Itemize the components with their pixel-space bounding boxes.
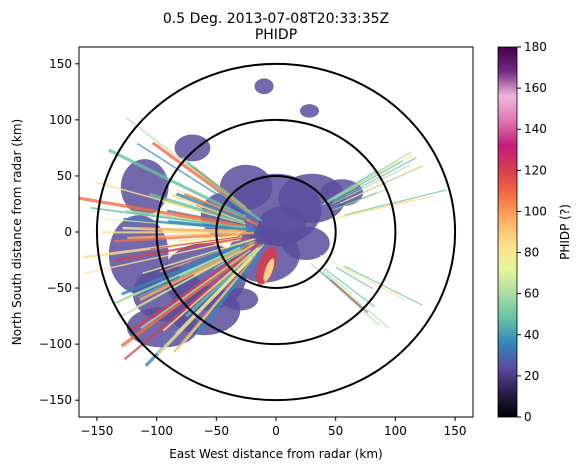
chart-title-line2: PHIDP [255,27,297,43]
colorbar-tick-label: 100 [524,204,547,218]
x-tick-label: −50 [204,424,229,438]
x-tick-label: 50 [328,424,343,438]
echo-region [254,78,274,95]
x-tick-label: −150 [80,424,113,438]
colorbar-tick-label: 0 [524,410,532,424]
echo-region [281,226,330,261]
echo-streak [140,249,251,329]
x-tick-label: 150 [444,424,467,438]
echo-region [108,215,169,294]
echo-streak [167,219,257,232]
x-tick-label: 0 [272,424,280,438]
echo-streak [131,242,261,331]
colorbar-tick-label: 20 [524,369,539,383]
echo-streak [117,250,242,319]
echo-streak [121,242,247,296]
colorbar-tick-label: 120 [524,163,547,177]
y-tick-label: −100 [39,337,72,351]
echo-streak [213,243,256,270]
echo-streak [137,246,245,298]
colorbar-ticks: 0 20 40 60 80 100 120 140 160 180 [517,40,547,424]
y-tick-label: 50 [57,169,72,183]
echo-streak [151,141,249,213]
echo-streak [123,257,246,361]
echo-core [255,246,277,285]
y-tick-label: 0 [64,225,72,239]
y-tick-label: −150 [39,393,72,407]
echo-streak [136,142,258,221]
colorbar-tick-label: 160 [524,81,547,95]
y-tick-label: 100 [49,113,72,127]
colorbar [497,46,518,418]
colorbar-tick-label: 140 [524,122,547,136]
echo-streak [331,164,411,205]
echo-streak [120,253,246,348]
echo-streak [344,265,423,306]
echo-region [174,134,211,162]
echo-streak [173,258,254,353]
echo-streak [328,151,412,202]
x-tick-label: 100 [384,424,407,438]
echo-streak [323,267,376,308]
y-tick-label: 150 [49,57,72,71]
echo-streak [83,238,241,275]
chart-title-line1: 0.5 Deg. 2013-07-08T20:33:35Z [163,11,389,27]
echo-streak [178,234,235,243]
range-ring-50 [215,174,337,290]
echo-streak [186,162,263,222]
echo-streak [195,252,261,335]
echo-streak [175,211,246,228]
echo-streak [142,238,255,275]
x-axis-label: East West distance from radar (km) [169,447,382,461]
echo-streak [330,279,368,313]
echo-streak [115,235,251,262]
echo-streak [176,192,247,223]
echo-streak [150,236,241,250]
echo-core [263,258,275,282]
x-tick-label: −100 [140,424,173,438]
echo-streak [127,231,255,240]
echo-streak [335,266,373,290]
echo-streak [79,196,236,227]
colorbar-tick-label: 60 [524,287,539,301]
colorbar-label: PHIDP (?) [558,204,572,260]
echo-streak [191,244,239,263]
echo-streak [220,244,265,289]
echo-streak [323,270,353,295]
echo-region [222,288,259,311]
echo-streak [324,170,376,203]
echo-streak [162,246,259,332]
echo-streak [185,244,263,318]
x-axis: −150 −100 −50 0 50 100 150 [80,417,467,438]
echo-streak [332,157,417,203]
y-axis-label: North South distance from radar (km) [10,119,24,345]
echo-streak [212,187,260,221]
radar-echoes [79,78,446,368]
y-axis: −150 −100 −50 0 50 100 150 [39,57,79,407]
echo-streak [324,160,404,205]
range-ring-150 [95,62,457,402]
echo-streak [178,246,242,278]
y-tick-label: −50 [47,281,72,295]
echo-streak [149,192,245,224]
echo-streak [326,275,390,330]
echo-streak [310,262,380,326]
echo-region [299,104,319,118]
range-rings [95,62,457,402]
echo-streak [338,199,413,218]
colorbar-tick-label: 80 [524,246,539,260]
range-ring-100 [155,118,397,346]
echo-streak [329,192,377,212]
echo-streak [344,189,446,216]
colorbar-tick-label: 180 [524,40,547,54]
colorbar-tick-label: 40 [524,328,539,342]
echo-streak [339,164,425,204]
